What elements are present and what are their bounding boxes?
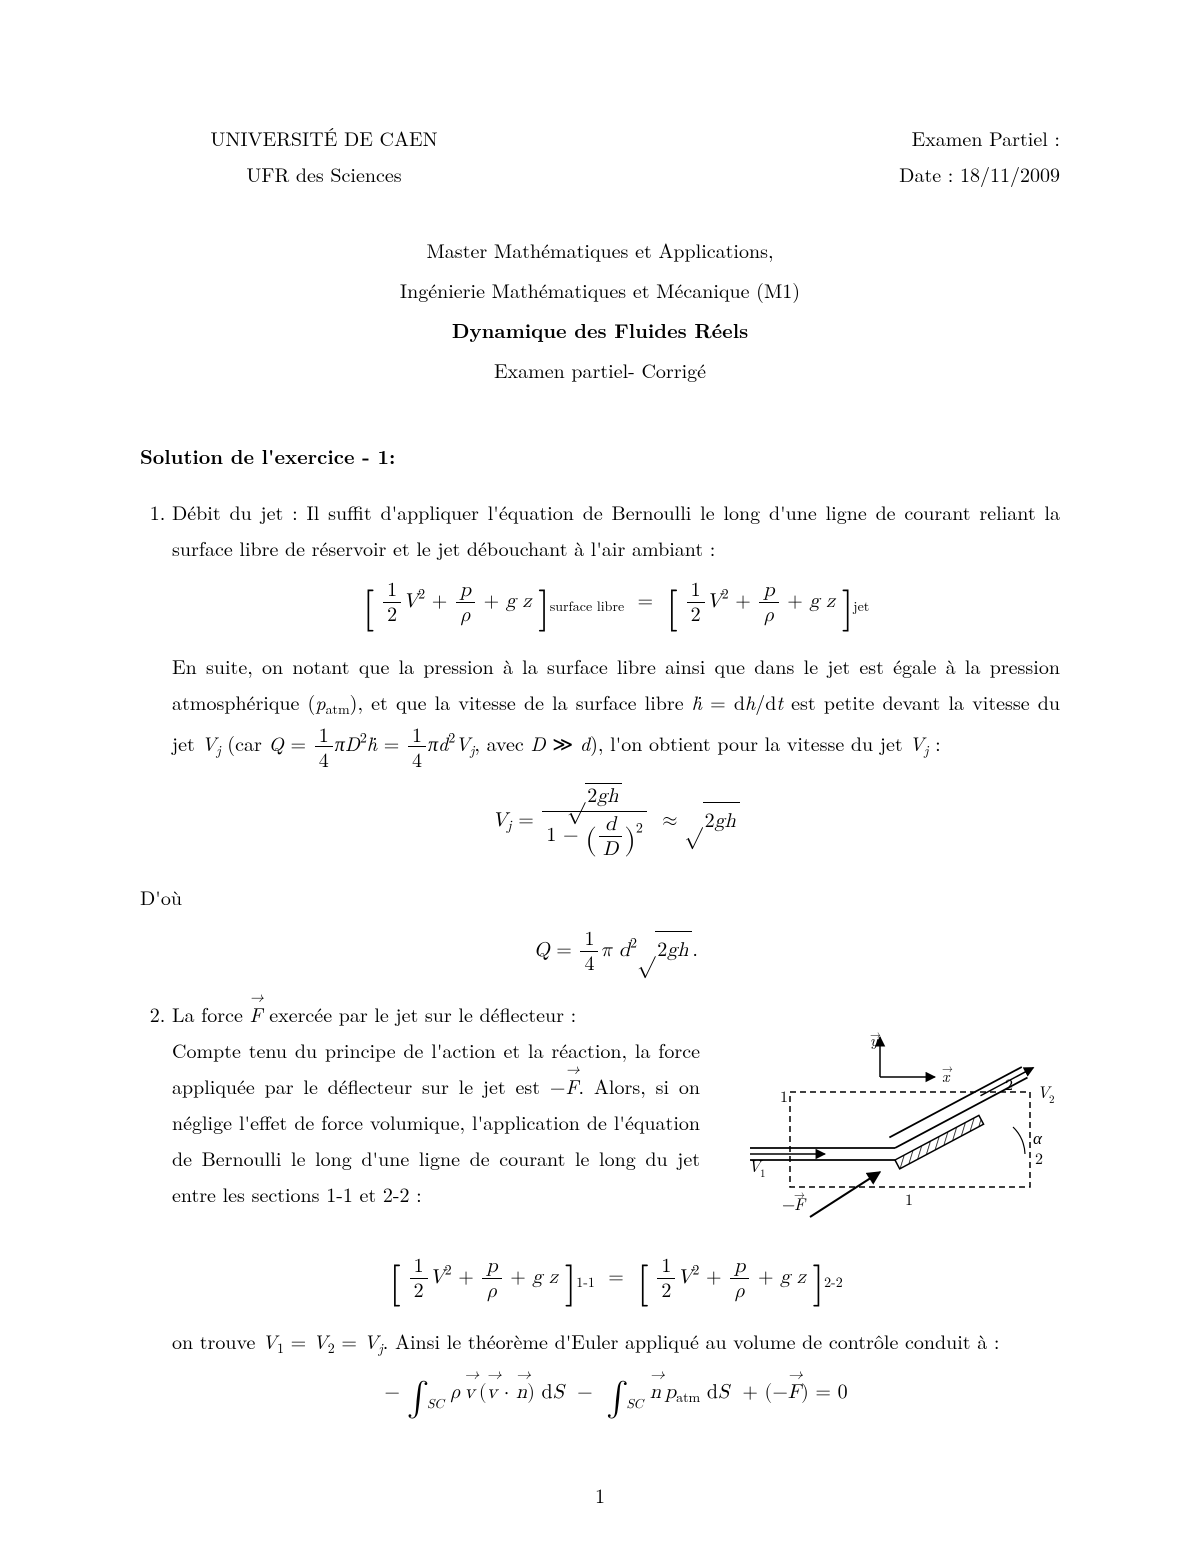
master-line: Master Mathématiques et Applications,	[140, 232, 1060, 268]
text-figure-row: Compte tenu du principe de l'action et l…	[172, 1032, 1060, 1242]
header-left: UNIVERSITÉ DE CAEN UFR des Sciences	[140, 120, 508, 192]
equation-q: Q = 14π d22gh.	[172, 927, 1060, 976]
t: . Ainsi le théorème d'Euler appliqué au …	[383, 1326, 1000, 1355]
svg-text:2: 2	[1049, 1092, 1055, 1107]
subtitle: Examen partiel- Corrigé	[140, 352, 1060, 388]
item1-para2: En suite, on notant que la pression à la…	[172, 651, 1060, 757]
svg-text:2: 2	[1005, 1072, 1013, 1095]
exercise-list: Débit du jet : Il suffit d'appliquer l'é…	[140, 494, 1060, 1417]
equation-bernoulli-surface-jet: [ 12V2 + pρ + g z ]surface libre = [ 12V…	[172, 578, 1060, 630]
force-vector: F	[250, 996, 263, 1032]
page: UNIVERSITÉ DE CAEN UFR des Sciences Exam…	[0, 0, 1200, 1553]
t: ), et que la vitesse de la surface libre	[350, 687, 692, 716]
equation-euler: − ∫SC ρ v (v · n) dS − ∫SC n patm dS + (…	[172, 1374, 1060, 1417]
item2-para-c: on trouve V1 = V2 = Vj. Ainsi le théorèm…	[172, 1323, 1060, 1361]
header-right: Examen Partiel : Date : 18/11/2009	[692, 120, 1060, 192]
title-block: Master Mathématiques et Applications, In…	[140, 232, 1060, 388]
ufr-name: UFR des Sciences	[140, 156, 508, 192]
svg-text:1: 1	[760, 1166, 766, 1181]
deflector-diagram-svg: y → x → V1	[730, 1032, 1060, 1242]
item2-lead: La force F exercée par le jet sur le déf…	[172, 999, 576, 1028]
t: , avec	[474, 728, 530, 757]
item-1: Débit du jet : Il suffit d'appliquer l'é…	[172, 494, 1060, 976]
course-title: Dynamique des Fluides Réels	[140, 312, 1060, 348]
item2-paragraph: Compte tenu du principe de l'action et l…	[172, 1032, 700, 1212]
equation-bernoulli-11-22: [ 12V2 + pρ + g z ]1-1 = [ 12V2 + pρ + g…	[172, 1254, 1060, 1306]
svg-text:1: 1	[780, 1084, 788, 1107]
svg-text:→: →	[870, 1032, 881, 1042]
t: on trouve	[172, 1326, 262, 1355]
speciality-line: Ingénierie Mathématiques et Mécanique (M…	[140, 272, 1060, 308]
section-heading: Solution de l'exercice - 1:	[140, 438, 1060, 474]
svg-text:→: →	[942, 1061, 953, 1076]
svg-text:2: 2	[1035, 1146, 1043, 1169]
t: (car	[221, 728, 269, 757]
t: ), l'on obtient pour la vitesse du jet	[590, 728, 909, 757]
d-ou: D'où	[140, 879, 1060, 915]
svg-text:1: 1	[905, 1187, 913, 1210]
university-name: UNIVERSITÉ DE CAEN	[140, 120, 508, 156]
t: La force	[172, 999, 250, 1028]
equation-vj: Vj = 2gh 1 − (dD)2 ≈ 2gh	[172, 783, 1060, 860]
page-number: 1	[0, 1477, 1200, 1513]
t: exercée par le jet sur le déflecteur :	[263, 999, 577, 1028]
item-2: La force F exercée par le jet sur le déf…	[172, 996, 1060, 1417]
exam-date: Date : 18/11/2009	[692, 156, 1060, 192]
t: :	[928, 728, 940, 757]
header: UNIVERSITÉ DE CAEN UFR des Sciences Exam…	[140, 120, 1060, 192]
exam-type: Examen Partiel :	[692, 120, 1060, 156]
item1-para1: Débit du jet : Il suffit d'appliquer l'é…	[172, 497, 1060, 562]
deflector-figure: y → x → V1	[730, 1032, 1060, 1242]
svg-text:→: →	[794, 1187, 805, 1202]
